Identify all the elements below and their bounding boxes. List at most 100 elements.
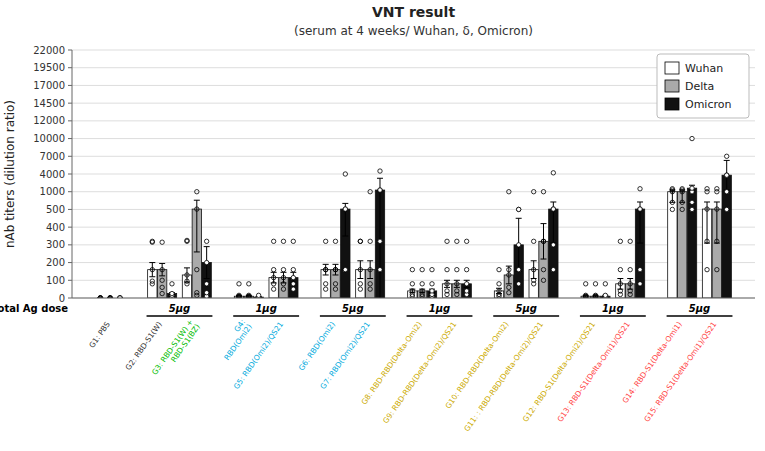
error-bar	[541, 224, 547, 259]
tick-mark	[68, 262, 72, 263]
point	[516, 267, 520, 271]
point	[705, 239, 709, 243]
point	[281, 275, 285, 279]
point	[593, 293, 597, 297]
point	[455, 289, 459, 293]
point	[358, 239, 362, 243]
point	[705, 267, 709, 271]
point	[497, 289, 501, 293]
x-axis	[72, 298, 755, 299]
point	[618, 239, 622, 243]
error-bar	[159, 263, 165, 275]
category-label-line: G3: RBD-S1(W) +	[150, 318, 195, 377]
error-bars	[117, 160, 730, 298]
bar	[678, 192, 687, 298]
grid-line	[72, 191, 755, 192]
point	[170, 291, 174, 295]
point	[368, 282, 372, 286]
point	[551, 267, 555, 271]
error-bar	[409, 289, 415, 293]
dose-underline	[147, 315, 213, 317]
point	[430, 289, 434, 293]
point	[358, 282, 362, 286]
point	[670, 207, 674, 211]
point	[343, 207, 347, 211]
tick-mark	[68, 85, 72, 86]
point	[638, 282, 642, 286]
point	[378, 188, 382, 192]
point	[160, 240, 164, 244]
grid-line	[72, 209, 755, 210]
point	[551, 207, 555, 211]
point	[531, 239, 535, 243]
point	[618, 289, 622, 293]
grid-line	[72, 156, 755, 157]
category-label-line: G15: RBD-S1(Delta-Omi1)/QS21	[642, 320, 718, 424]
point	[281, 239, 285, 243]
tick-mark	[68, 209, 72, 210]
point	[281, 287, 285, 291]
error-bar	[357, 261, 363, 279]
error-bar	[204, 247, 210, 279]
point	[724, 173, 728, 177]
point	[323, 282, 327, 286]
legend-label: Omicron	[685, 98, 731, 111]
dose-underline	[233, 315, 299, 317]
point	[185, 273, 189, 277]
category-label: G14: RBD-S1(Delta-Omi1)	[621, 320, 684, 405]
plot-area	[97, 136, 731, 298]
point	[507, 285, 511, 289]
grid	[72, 50, 755, 298]
bar	[687, 188, 696, 298]
point	[551, 171, 555, 175]
point	[593, 282, 597, 286]
point	[378, 267, 382, 271]
point	[204, 260, 208, 264]
point	[195, 267, 199, 271]
grid-line	[72, 103, 755, 104]
error-bar	[627, 279, 633, 290]
error-bar	[367, 261, 373, 279]
point	[271, 267, 275, 271]
point	[343, 267, 347, 271]
error-bar	[496, 288, 502, 293]
point	[541, 239, 545, 243]
error-bar	[342, 203, 348, 236]
point	[333, 267, 337, 271]
tick-mark	[68, 156, 72, 157]
dose-label: 5μg	[515, 303, 536, 314]
point	[204, 290, 208, 294]
point	[256, 293, 260, 297]
tick-label: 0	[59, 293, 65, 304]
points	[118, 136, 729, 298]
tick-mark	[68, 103, 72, 104]
error-bar	[637, 202, 643, 243]
bar	[722, 175, 731, 298]
dose-underline	[667, 315, 733, 317]
error-bar	[550, 202, 556, 243]
error-bar	[377, 178, 383, 298]
error-bar	[454, 280, 460, 287]
point	[343, 172, 347, 176]
point	[323, 239, 327, 243]
error-bar	[464, 280, 470, 287]
point	[271, 287, 275, 291]
point	[690, 200, 694, 204]
grid-line	[72, 85, 755, 86]
bar	[668, 192, 677, 298]
point	[160, 285, 164, 289]
point	[583, 293, 587, 297]
tick-mark	[68, 227, 72, 228]
point	[445, 282, 449, 286]
point	[618, 267, 622, 271]
category-label: G8: RBD-RBD(Delta-Omi2)	[359, 320, 423, 407]
point	[358, 239, 362, 243]
tick-mark	[68, 138, 72, 139]
point	[160, 267, 164, 271]
point	[705, 187, 709, 191]
error-bar	[323, 264, 329, 275]
point	[430, 267, 434, 271]
category-label-line: G13: RBD-S1(Delta-Omi1)/QS21	[555, 320, 631, 424]
category-label-line: G12: RBD-S1(Delta-Omi2)/QS21	[521, 320, 597, 424]
error-bar	[506, 266, 512, 284]
